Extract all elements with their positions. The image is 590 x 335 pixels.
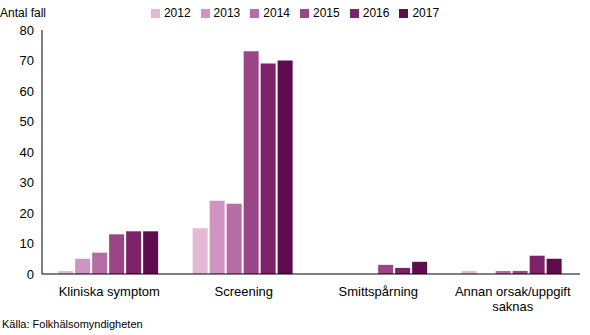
svg-text:40: 40 bbox=[20, 145, 34, 160]
html-text:Källa: Folkhälsomyndigheten: Källa: Folkhälsomyndigheten bbox=[2, 318, 143, 330]
svg-text:10: 10 bbox=[20, 236, 34, 251]
svg-text:20: 20 bbox=[20, 206, 34, 221]
svg-text:60: 60 bbox=[20, 84, 34, 99]
svg-text:Screening: Screening bbox=[214, 284, 273, 299]
html-text:2016: 2016 bbox=[362, 6, 390, 20]
svg-text:Smittspårning: Smittspårning bbox=[339, 284, 418, 299]
html-text:Antal fall: Antal fall bbox=[0, 6, 46, 20]
svg-text:30: 30 bbox=[20, 175, 34, 190]
svg-text:80: 80 bbox=[20, 23, 34, 38]
html-text:2014: 2014 bbox=[263, 6, 290, 20]
html-text:2012: 2012 bbox=[163, 6, 191, 20]
svg-text:Kliniska symptom: Kliniska symptom bbox=[59, 284, 160, 299]
svg-text:50: 50 bbox=[20, 114, 34, 129]
html-text:2015: 2015 bbox=[313, 6, 340, 20]
html-text:2013: 2013 bbox=[213, 6, 241, 20]
svg-text:70: 70 bbox=[20, 53, 34, 68]
svg-text:Annan orsak/uppgiftsaknas: Annan orsak/uppgiftsaknas bbox=[455, 284, 571, 314]
html-text:2017: 2017 bbox=[412, 6, 440, 20]
svg-text:0: 0 bbox=[27, 267, 34, 282]
